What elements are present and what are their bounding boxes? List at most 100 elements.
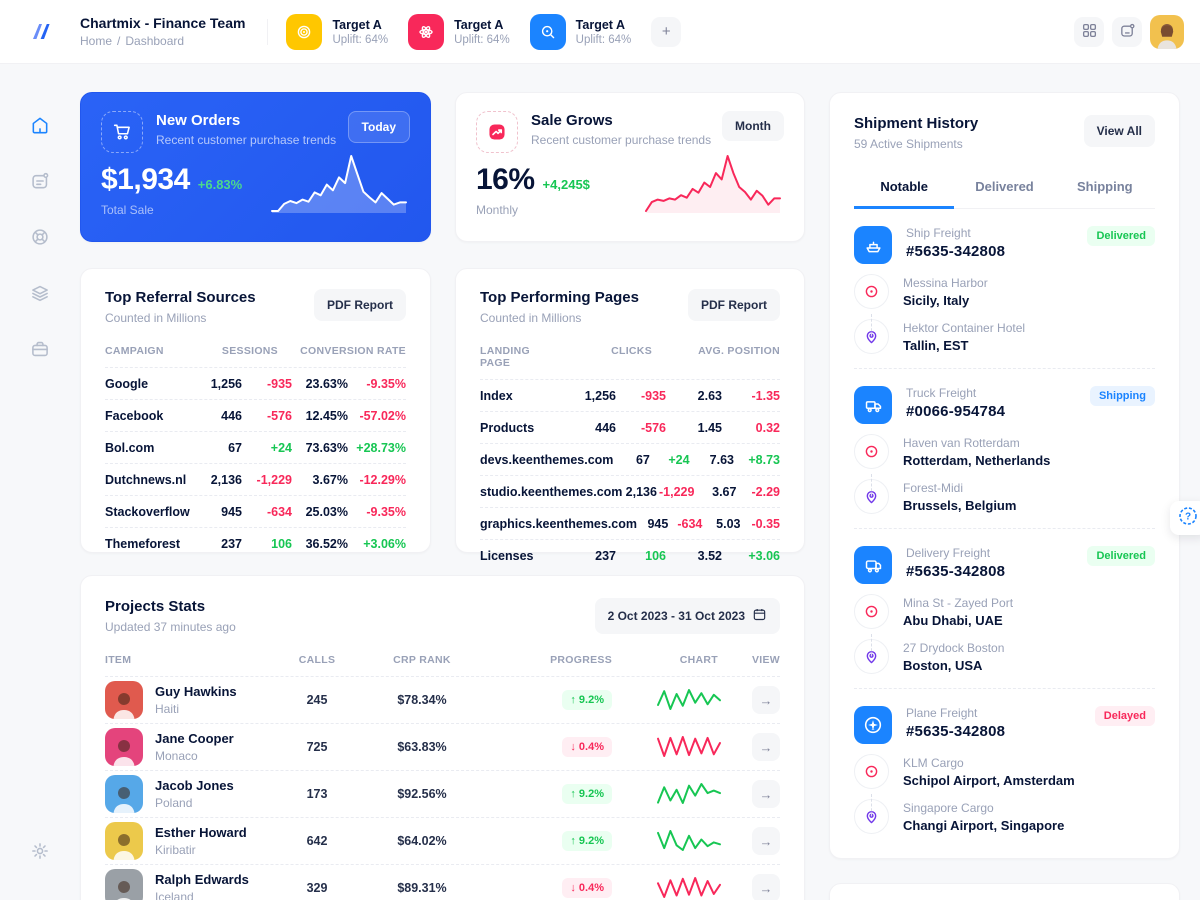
value: 945 bbox=[647, 517, 669, 531]
column-avg-position: AVG. POSITION bbox=[698, 345, 780, 357]
svg-text:?: ? bbox=[1185, 511, 1191, 522]
column-item: ITEM bbox=[105, 654, 132, 666]
performing-rows: Index 1,256 -935 2.63 -1.35 Products 446… bbox=[480, 379, 780, 571]
target-chip-0[interactable]: Target A Uplift: 64% bbox=[286, 13, 388, 50]
tab-notable[interactable]: Notable bbox=[854, 169, 955, 209]
apps-grid-button[interactable] bbox=[1074, 16, 1104, 47]
table-row: Guy Hawkins Haiti 245 $78.34% ↑ 9.2% → bbox=[105, 676, 780, 723]
breadcrumb-page[interactable]: Dashboard bbox=[125, 34, 185, 48]
sidebar-item-briefcase[interactable] bbox=[21, 332, 59, 370]
column-conversion-rate: CONVERSION RATE bbox=[300, 345, 406, 357]
calendar-icon bbox=[752, 607, 767, 625]
value-delta: -634 bbox=[266, 505, 292, 519]
person-block: Esther Howard Kiribatir bbox=[155, 825, 247, 857]
column-sessions: SESSIONS bbox=[221, 345, 278, 357]
origin-stop: Messina Harbor Sicily, Italy bbox=[854, 274, 1155, 309]
sidebar-item-orders[interactable] bbox=[21, 164, 59, 202]
destination-pin-icon bbox=[854, 639, 889, 674]
right-column: Shipment History 59 Active Shipments Vie… bbox=[829, 92, 1180, 900]
rate: 25.03% bbox=[305, 505, 348, 519]
rate-delta: +3.06% bbox=[363, 537, 406, 551]
card-title: Top Performing Pages bbox=[480, 289, 639, 306]
today-button[interactable]: Today bbox=[347, 111, 410, 143]
view-row-button[interactable]: → bbox=[752, 733, 780, 761]
shipment-type: Plane Freight bbox=[906, 706, 978, 720]
rate-delta: -9.35% bbox=[366, 377, 406, 391]
view-row-button[interactable]: → bbox=[752, 827, 780, 855]
total-sale-caption: Total Sale bbox=[101, 203, 154, 217]
sidebar-item-layers[interactable] bbox=[21, 276, 59, 314]
view-row-button[interactable]: → bbox=[752, 874, 780, 900]
arrow-right-icon: → bbox=[759, 692, 773, 708]
row-sparkline bbox=[612, 780, 732, 809]
view-row-button[interactable]: → bbox=[752, 780, 780, 808]
person-block: Jane Cooper Monaco bbox=[155, 731, 234, 763]
monthly-value: 16% bbox=[476, 163, 535, 196]
rate: 7.63 bbox=[709, 453, 734, 467]
shipment-item: Ship Freight #5635-342808 Delivered Mess… bbox=[854, 209, 1155, 368]
rate-delta: -57.02% bbox=[359, 409, 406, 423]
performing-pages-card: Top Performing Pages Counted in Millions… bbox=[455, 268, 805, 563]
shipment-route: Mina St - Zayed Port Abu Dhabi, UAE 27 D… bbox=[854, 594, 1155, 674]
widget-button[interactable] bbox=[1112, 16, 1142, 47]
rate-delta: -1.35 bbox=[751, 389, 781, 403]
shipment-number: #5635-342808 bbox=[906, 563, 1006, 580]
value: 945 bbox=[221, 505, 242, 519]
month-button[interactable]: Month bbox=[722, 111, 784, 141]
value-delta: 106 bbox=[645, 549, 666, 563]
table-row: Themeforest 237 106 36.52% +3.06% bbox=[105, 527, 406, 559]
view-all-button[interactable]: View All bbox=[1083, 115, 1155, 147]
person-name: Ralph Edwards bbox=[155, 872, 249, 887]
breadcrumb-home[interactable]: Home bbox=[80, 34, 113, 48]
chartmix-logo-icon bbox=[28, 17, 58, 47]
user-avatar[interactable] bbox=[1150, 14, 1184, 49]
crp-rank-value: $92.56% bbox=[397, 787, 447, 801]
table-row: studio.keenthemes.com 2,136 -1,229 3.67 … bbox=[480, 475, 780, 507]
ship-icon bbox=[854, 226, 892, 264]
shipment-type: Truck Freight bbox=[906, 386, 977, 400]
column-chart: CHART bbox=[679, 654, 718, 666]
fleet-tonnage-card: Our Fleet Tonnage Total 1,247 vehicles R… bbox=[829, 883, 1180, 900]
referral-rows: Google 1,256 -935 23.63% -9.35% Facebook… bbox=[105, 367, 406, 559]
origin-name: Messina Harbor bbox=[903, 275, 988, 290]
help-fab-button[interactable]: ? bbox=[1170, 501, 1200, 535]
value-delta: -935 bbox=[640, 389, 666, 403]
destination-stop: Singapore Cargo Changi Airport, Singapor… bbox=[854, 799, 1155, 834]
landing-page-name: graphics.keenthemes.com bbox=[480, 517, 638, 531]
target-chip-1[interactable]: Target A Uplift: 64% bbox=[408, 13, 510, 50]
card-title: New Orders bbox=[156, 112, 241, 129]
destination-place: Changi Airport, Singapore bbox=[903, 817, 1065, 833]
sidebar-item-home[interactable] bbox=[21, 108, 59, 146]
shipment-number: #5635-342808 bbox=[906, 243, 1006, 260]
view-row-button[interactable]: → bbox=[752, 686, 780, 714]
column-progress: PROGRESS bbox=[550, 654, 612, 666]
rate: 36.52% bbox=[305, 537, 348, 551]
table-row: devs.keenthemes.com 67 +24 7.63 +8.73 bbox=[480, 443, 780, 475]
sidebar-item-support[interactable] bbox=[21, 220, 59, 258]
value-delta: 106 bbox=[271, 537, 292, 551]
sidebar-nav bbox=[0, 64, 80, 900]
person-block: Ralph Edwards Iceland bbox=[155, 872, 249, 900]
rate-delta: +28.73% bbox=[356, 441, 406, 455]
tab-delivered[interactable]: Delivered bbox=[975, 179, 1034, 194]
search-target-icon bbox=[529, 13, 566, 50]
new-orders-card: New Orders Recent customer purchase tren… bbox=[80, 92, 431, 242]
table-row: Stackoverflow 945 -634 25.03% -9.35% bbox=[105, 495, 406, 527]
date-range-button[interactable]: 2 Oct 2023 - 31 Oct 2023 bbox=[594, 598, 780, 634]
rate: 3.67% bbox=[312, 473, 348, 487]
table-row: Google 1,256 -935 23.63% -9.35% bbox=[105, 367, 406, 399]
trend-up-icon bbox=[476, 111, 518, 153]
shipment-route: Messina Harbor Sicily, Italy Hektor Cont… bbox=[854, 274, 1155, 354]
pdf-report-button[interactable]: PDF Report bbox=[314, 289, 406, 321]
total-sale-delta: +6.83% bbox=[197, 177, 243, 192]
sidebar-item-settings[interactable] bbox=[21, 834, 59, 872]
calls-value: 245 bbox=[306, 693, 328, 707]
status-badge: Delivered bbox=[1087, 546, 1155, 566]
table-header: CAMPAIGN SESSIONS CONVERSION RATE bbox=[105, 345, 406, 367]
pdf-report-button[interactable]: PDF Report bbox=[688, 289, 780, 321]
target-chip-2[interactable]: Target A Uplift: 64% bbox=[529, 13, 631, 50]
monthly-delta: +4,245$ bbox=[542, 177, 590, 192]
tab-shipping[interactable]: Shipping bbox=[1077, 179, 1133, 194]
status-badge: Delivered bbox=[1087, 226, 1155, 246]
add-target-button[interactable]: + bbox=[651, 16, 682, 47]
